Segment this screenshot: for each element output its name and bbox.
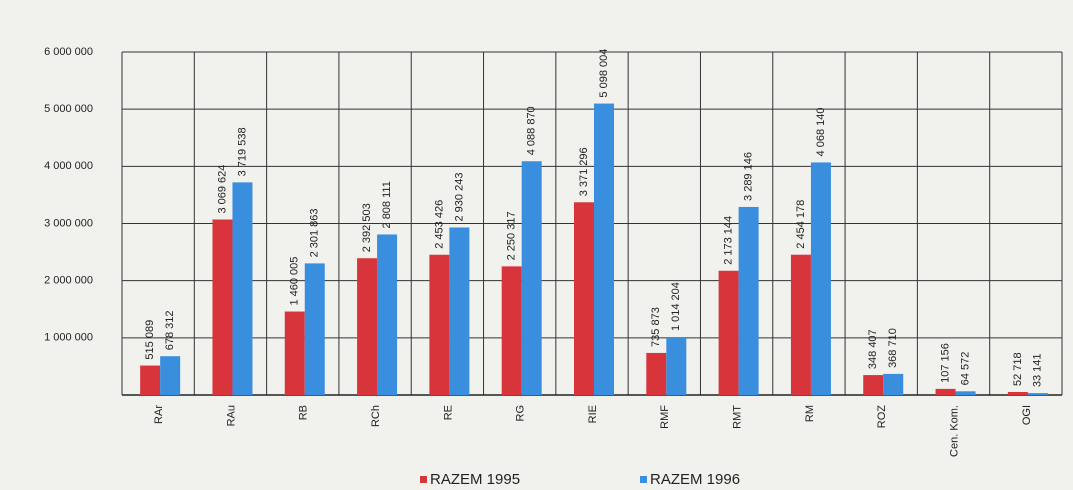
- y-tick-label: 4 000 000: [44, 160, 93, 172]
- bar: [160, 356, 181, 395]
- data-label: 1 014 204: [670, 282, 682, 331]
- data-label: 1 460 005: [289, 257, 301, 306]
- bar: [666, 337, 687, 395]
- bar: [304, 263, 325, 395]
- x-tick-label: RE: [442, 405, 454, 420]
- y-tick-label: 2 000 000: [44, 275, 93, 287]
- x-tick-label: Cen. Kom.: [948, 405, 960, 457]
- x-tick-label: RG: [515, 405, 527, 422]
- data-label: 2 250 317: [506, 211, 518, 260]
- bar: [718, 270, 739, 395]
- data-label: 64 572: [959, 352, 971, 386]
- bar: [429, 254, 450, 395]
- x-tick-label: RMF: [659, 405, 671, 429]
- data-label: 2 930 243: [453, 173, 465, 222]
- data-label: 515 089: [144, 320, 156, 360]
- y-tick-label: 1 000 000: [44, 332, 93, 344]
- data-label: 2 454 178: [795, 200, 807, 249]
- bar: [594, 103, 614, 396]
- bar: [357, 258, 378, 395]
- bar: [232, 182, 253, 395]
- x-tick-label: RM: [804, 405, 816, 422]
- y-tick-label: 5 000 000: [44, 103, 93, 115]
- bar: [140, 365, 161, 395]
- bar: [212, 219, 233, 395]
- bar: [863, 375, 884, 395]
- y-tick-label: 6 000 000: [44, 46, 93, 58]
- bar: [501, 266, 522, 395]
- data-label: 2 173 144: [723, 216, 735, 265]
- data-label: 3 289 146: [743, 152, 755, 201]
- bar: [1027, 393, 1048, 395]
- bar: [646, 352, 667, 395]
- data-label: 368 710: [887, 328, 899, 368]
- data-label: 2 808 111: [381, 181, 393, 228]
- x-tick-label: RIE: [587, 405, 599, 423]
- data-label: 33 141: [1032, 353, 1044, 387]
- data-label: 5 098 004: [598, 49, 610, 98]
- x-tick-label: RB: [298, 405, 310, 420]
- x-tick-label: RMT: [732, 405, 744, 429]
- data-label: 4 088 870: [526, 106, 538, 155]
- x-tick-label: OGI: [1021, 405, 1033, 425]
- legend-label: RAZEM 1995: [430, 471, 520, 488]
- data-label: 2 453 426: [433, 200, 445, 249]
- data-label: 2 301 863: [309, 208, 321, 257]
- data-label: 3 371 296: [578, 147, 590, 196]
- bar: [810, 162, 831, 395]
- bar: [883, 373, 904, 395]
- bar: [284, 311, 305, 395]
- data-label: 678 312: [164, 310, 176, 350]
- legend-swatch: [420, 476, 427, 483]
- x-tick-label: RAu: [225, 405, 237, 426]
- x-tick-label: RAr: [153, 405, 165, 424]
- legend-label: RAZEM 1996: [650, 471, 740, 488]
- data-label: 3 069 624: [216, 165, 228, 214]
- data-label: 4 068 140: [815, 108, 827, 157]
- legend-swatch: [640, 476, 647, 483]
- x-tick-label: ROZ: [876, 405, 888, 429]
- bar: [935, 388, 956, 395]
- data-label: 735 873: [650, 307, 662, 347]
- data-label: 3 719 538: [236, 127, 248, 176]
- bar: [955, 391, 976, 395]
- bar: [449, 227, 470, 395]
- bar: [574, 202, 594, 395]
- bar: [1007, 391, 1028, 395]
- bar: [738, 206, 759, 395]
- data-label: 107 156: [939, 343, 951, 383]
- bar: [521, 161, 542, 395]
- x-tick-label: RCh: [370, 405, 382, 427]
- y-tick-label: 3 000 000: [44, 217, 93, 229]
- data-label: 2 392 503: [361, 203, 373, 252]
- data-label: 52 718: [1012, 352, 1024, 386]
- bar: [377, 234, 398, 395]
- bar: [790, 254, 811, 395]
- data-label: 348 407: [867, 329, 879, 369]
